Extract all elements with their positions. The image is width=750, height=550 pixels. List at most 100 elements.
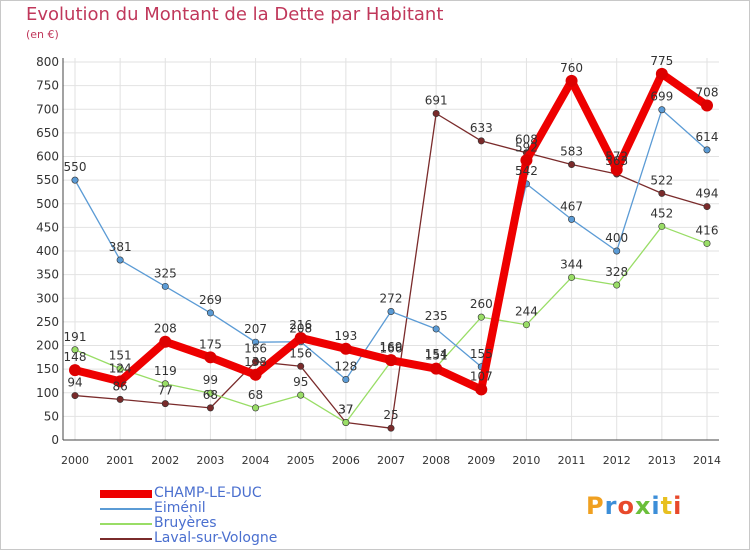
x-tick-label: 2009 xyxy=(467,454,495,467)
data-point xyxy=(385,354,397,367)
y-tick-label: 350 xyxy=(36,268,59,282)
data-point xyxy=(477,137,485,145)
data-label: 328 xyxy=(605,265,628,279)
y-tick-label: 500 xyxy=(36,197,59,211)
y-tick-label: 800 xyxy=(36,55,59,69)
legend-swatch xyxy=(100,490,152,498)
data-point xyxy=(342,419,350,427)
data-label: 572 xyxy=(605,150,628,164)
logo-letter: o xyxy=(617,492,635,520)
data-point xyxy=(430,362,443,375)
data-point xyxy=(297,362,305,370)
data-point xyxy=(475,383,488,396)
y-tick-label: 550 xyxy=(36,173,59,187)
x-tick-label: 2000 xyxy=(61,454,89,467)
data-point xyxy=(206,404,214,412)
data-point xyxy=(658,222,666,230)
legend-label: CHAMP-LE-DUC xyxy=(154,485,262,501)
data-label: 400 xyxy=(605,231,628,245)
data-label: 156 xyxy=(289,346,312,360)
data-point xyxy=(658,189,666,197)
x-tick-label: 2014 xyxy=(693,454,721,467)
logo-letter: P xyxy=(586,492,605,520)
data-label: 124 xyxy=(109,361,132,375)
y-tick-label: 400 xyxy=(36,244,59,258)
data-label: 691 xyxy=(425,94,448,108)
legend-swatch xyxy=(100,523,152,525)
y-tick-label: 300 xyxy=(36,291,59,305)
data-point xyxy=(387,307,395,315)
y-tick-label: 650 xyxy=(36,126,59,140)
data-point xyxy=(477,313,485,321)
data-point xyxy=(339,342,352,355)
data-label: 633 xyxy=(470,121,493,135)
data-point xyxy=(568,215,576,223)
data-label: 155 xyxy=(470,347,493,361)
data-point xyxy=(520,154,533,167)
data-label: 269 xyxy=(199,293,222,307)
data-label: 148 xyxy=(64,350,87,364)
proxiti-logo: Proxiti xyxy=(586,492,682,520)
data-label: 151 xyxy=(425,349,448,363)
data-point xyxy=(206,309,214,317)
data-point xyxy=(522,321,530,329)
legend-label: Laval-sur-Vologne xyxy=(154,530,278,546)
data-point xyxy=(613,247,621,255)
data-label: 68 xyxy=(248,388,263,402)
data-point xyxy=(252,358,260,366)
data-label: 154 xyxy=(425,347,448,361)
data-label: 151 xyxy=(109,349,132,363)
data-label: 208 xyxy=(289,322,312,336)
data-point xyxy=(387,424,395,432)
x-tick-label: 2007 xyxy=(377,454,405,467)
x-tick-label: 2012 xyxy=(603,454,631,467)
data-point xyxy=(159,335,172,348)
data-point xyxy=(565,74,578,87)
data-label: 325 xyxy=(154,266,177,280)
data-point xyxy=(116,256,124,264)
data-label: 699 xyxy=(650,90,673,104)
x-tick-label: 2002 xyxy=(151,454,179,467)
y-tick-label: 450 xyxy=(36,220,59,234)
y-tick-label: 250 xyxy=(36,315,59,329)
y-tick-label: 750 xyxy=(36,79,59,93)
data-label: 452 xyxy=(650,206,673,220)
data-point xyxy=(701,99,713,112)
data-label: 260 xyxy=(470,297,493,311)
data-label: 608 xyxy=(515,133,538,147)
data-point xyxy=(703,239,711,247)
data-point xyxy=(161,282,169,290)
x-tick-label: 2011 xyxy=(558,454,586,467)
data-point xyxy=(204,351,217,364)
data-point xyxy=(252,338,260,346)
x-tick-label: 2006 xyxy=(332,454,360,467)
data-point xyxy=(114,375,127,388)
data-label: 563 xyxy=(605,154,628,168)
data-label: 467 xyxy=(560,199,583,213)
data-label: 77 xyxy=(158,384,173,398)
legend-label: Eiménil xyxy=(154,500,206,516)
data-label: 169 xyxy=(380,340,403,354)
data-point xyxy=(703,146,711,154)
logo-letter: i xyxy=(651,492,661,520)
legend-swatch xyxy=(100,508,152,510)
data-label: 86 xyxy=(113,379,128,393)
data-label: 68 xyxy=(203,388,218,402)
data-point xyxy=(252,404,260,412)
data-label: 550 xyxy=(64,160,87,174)
data-label: 37 xyxy=(338,403,353,417)
data-point xyxy=(613,281,621,289)
data-label: 37 xyxy=(338,403,353,417)
x-tick-label: 2013 xyxy=(648,454,676,467)
x-tick-label: 2004 xyxy=(242,454,270,467)
data-label: 166 xyxy=(380,342,403,356)
data-point xyxy=(297,391,305,399)
x-tick-label: 2008 xyxy=(422,454,450,467)
data-point xyxy=(71,176,79,184)
data-label: 775 xyxy=(650,54,673,68)
data-label: 138 xyxy=(244,355,267,369)
data-label: 216 xyxy=(289,318,312,332)
data-point xyxy=(432,110,440,118)
data-label: 614 xyxy=(696,130,719,144)
